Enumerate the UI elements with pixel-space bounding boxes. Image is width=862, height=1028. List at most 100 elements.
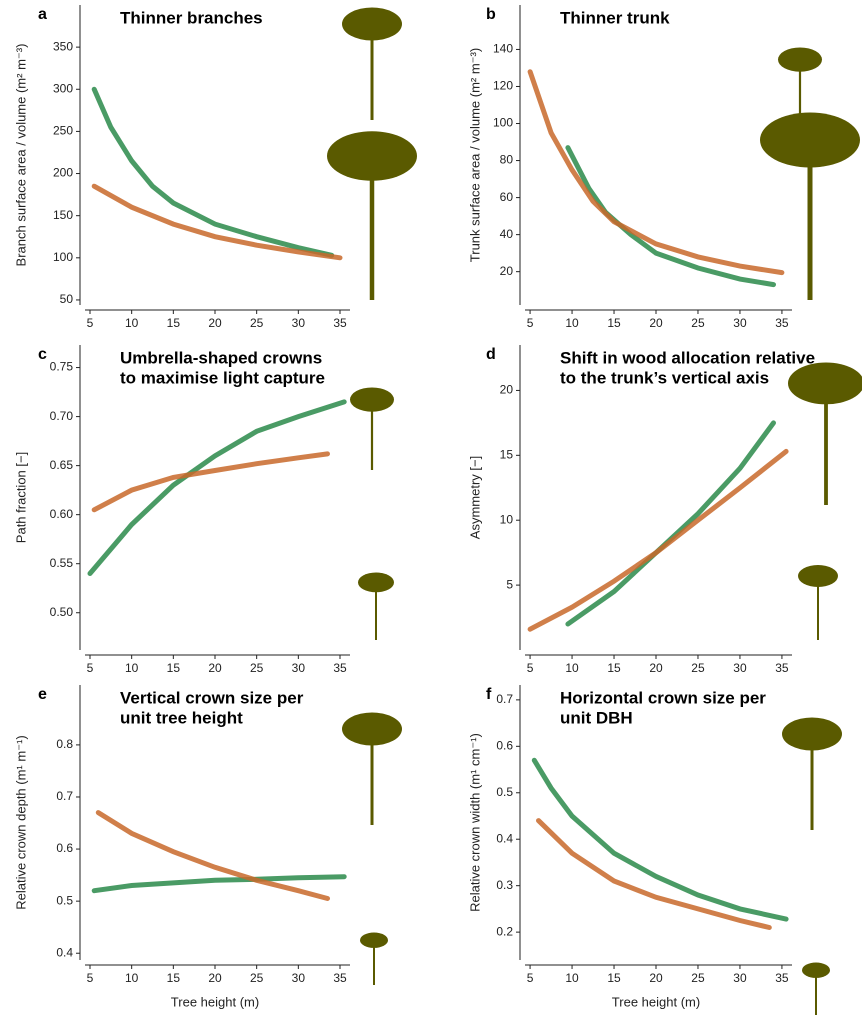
y-tick-label: 100 — [53, 250, 73, 264]
x-tick-label: 20 — [649, 316, 663, 330]
tree-silhouette — [802, 963, 830, 1016]
y-tick-label: 0.5 — [56, 893, 73, 907]
y-axis-label: Trunk surface area / volume (m² m⁻³) — [467, 48, 482, 262]
y-tick-label: 0.3 — [496, 878, 513, 892]
y-tick-label: 0.75 — [50, 360, 74, 374]
tree-crown — [342, 713, 402, 746]
x-tick-label: 35 — [333, 661, 347, 675]
tree-silhouette — [788, 363, 862, 506]
panel-letter: b — [486, 6, 496, 23]
tree-silhouette — [342, 8, 402, 121]
tree-crown — [342, 8, 402, 41]
x-tick-label: 20 — [649, 661, 663, 675]
y-tick-label: 0.6 — [56, 841, 73, 855]
tree-silhouette — [358, 573, 394, 641]
tree-silhouette — [798, 565, 838, 640]
y-tick-label: 0.7 — [496, 692, 513, 706]
tree-crown — [802, 963, 830, 978]
panel-letter: e — [38, 686, 47, 703]
y-tick-label: 0.4 — [496, 831, 513, 845]
x-tick-label: 20 — [649, 971, 663, 985]
x-tick-label: 5 — [87, 661, 94, 675]
chart-title: Thinner trunk — [560, 8, 670, 27]
x-tick-label: 35 — [775, 661, 789, 675]
x-tick-label: 35 — [333, 971, 347, 985]
y-axis-label: Path fraction [−] — [13, 452, 28, 543]
chart-title: to the trunk’s vertical axis — [560, 368, 769, 387]
y-tick-label: 10 — [500, 512, 514, 526]
y-tick-label: 250 — [53, 124, 73, 138]
y-tick-label: 0.5 — [496, 785, 513, 799]
figure: 501001502002503003505101520253035aThinne… — [0, 0, 862, 1028]
y-tick-label: 0.2 — [496, 924, 513, 938]
y-tick-label: 150 — [53, 208, 73, 222]
x-tick-label: 30 — [733, 971, 747, 985]
x-tick-label: 30 — [292, 971, 306, 985]
y-tick-label: 0.7 — [56, 789, 73, 803]
x-tick-label: 10 — [125, 971, 139, 985]
x-tick-label: 25 — [250, 661, 264, 675]
y-tick-label: 60 — [500, 190, 514, 204]
series-line — [568, 423, 774, 624]
y-tick-label: 100 — [493, 116, 513, 130]
chart-title: unit tree height — [120, 708, 243, 727]
x-tick-label: 15 — [167, 316, 181, 330]
tree-silhouette — [350, 388, 394, 471]
x-tick-label: 35 — [333, 316, 347, 330]
y-tick-label: 0.70 — [50, 409, 74, 423]
x-tick-label: 15 — [607, 316, 621, 330]
x-axis-label: Tree height (m) — [171, 994, 259, 1009]
x-tick-label: 10 — [125, 661, 139, 675]
x-tick-label: 10 — [565, 316, 579, 330]
y-tick-label: 120 — [493, 79, 513, 93]
x-tick-label: 10 — [565, 661, 579, 675]
x-tick-label: 20 — [208, 316, 222, 330]
chart-title: Vertical crown size per — [120, 688, 304, 707]
y-tick-label: 50 — [60, 292, 74, 306]
x-tick-label: 5 — [527, 316, 534, 330]
x-tick-label: 5 — [527, 971, 534, 985]
x-tick-label: 30 — [733, 316, 747, 330]
y-tick-label: 20 — [500, 383, 514, 397]
x-tick-label: 25 — [691, 661, 705, 675]
tree-silhouette — [782, 718, 842, 831]
tree-crown — [778, 48, 822, 72]
x-tick-label: 30 — [292, 661, 306, 675]
tree-crown — [798, 565, 838, 587]
x-tick-label: 5 — [87, 316, 94, 330]
x-tick-label: 20 — [208, 661, 222, 675]
x-tick-label: 35 — [775, 971, 789, 985]
y-tick-label: 0.4 — [56, 945, 73, 959]
y-tick-label: 80 — [500, 153, 514, 167]
y-axis-label: Branch surface area / volume (m² m⁻³) — [13, 44, 28, 267]
tree-crown — [360, 933, 388, 948]
y-tick-label: 40 — [500, 227, 514, 241]
y-tick-label: 300 — [53, 81, 73, 95]
tree-crown — [788, 363, 862, 405]
chart-title: Horizontal crown size per — [560, 688, 766, 707]
tree-silhouette — [342, 713, 402, 826]
panel-letter: d — [486, 346, 496, 363]
panel-letter: a — [38, 6, 47, 23]
y-tick-label: 20 — [500, 264, 514, 278]
x-tick-label: 15 — [167, 971, 181, 985]
series-line — [530, 72, 782, 273]
y-tick-label: 350 — [53, 39, 73, 53]
y-tick-label: 0.8 — [56, 737, 73, 751]
chart-title: Umbrella-shaped crowns — [120, 348, 322, 367]
tree-crown — [782, 718, 842, 751]
x-tick-label: 25 — [250, 971, 264, 985]
y-tick-label: 0.65 — [50, 458, 74, 472]
tree-crown — [760, 113, 860, 168]
y-tick-label: 5 — [506, 577, 513, 591]
x-tick-label: 5 — [87, 971, 94, 985]
chart-title: unit DBH — [560, 708, 633, 727]
x-tick-label: 30 — [292, 316, 306, 330]
y-axis-label: Asymmetry [−] — [467, 456, 482, 539]
x-tick-label: 10 — [565, 971, 579, 985]
tree-crown — [350, 388, 394, 412]
x-tick-label: 5 — [527, 661, 534, 675]
x-tick-label: 10 — [125, 316, 139, 330]
series-line — [94, 454, 327, 510]
panel-letter: f — [486, 686, 492, 703]
